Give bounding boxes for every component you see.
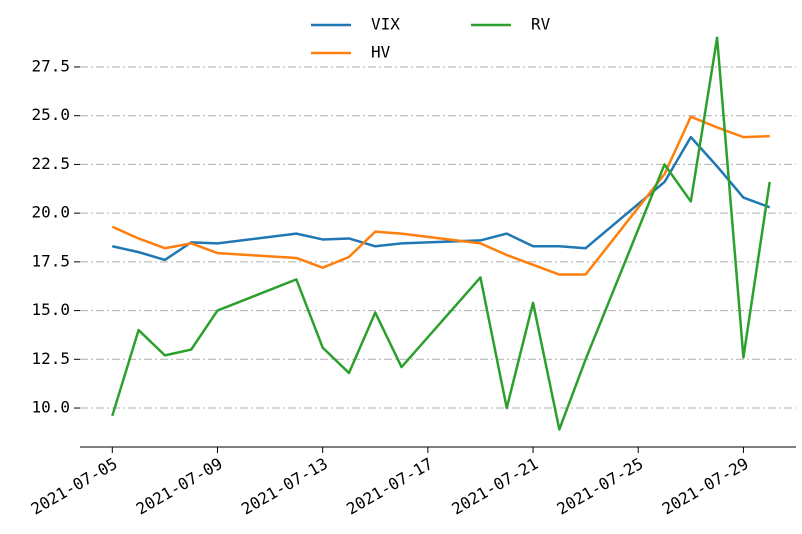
x-tick-label: 2021-07-17 — [343, 454, 436, 519]
line-series — [112, 135, 771, 262]
line-series — [111, 36, 771, 431]
y-tick-label: 10.0 — [31, 398, 70, 417]
y-tick-label: 12.5 — [31, 349, 70, 368]
legend-label: RV — [531, 15, 551, 34]
x-tick-label: 2021-07-13 — [238, 454, 331, 519]
y-tick-label: 22.5 — [31, 154, 70, 173]
x-tick-label: 2021-07-29 — [659, 454, 752, 519]
legend-label: HV — [371, 43, 391, 62]
legend-label: VIX — [371, 15, 400, 34]
y-tick-label: 17.5 — [31, 251, 70, 270]
y-tick-label: 25.0 — [31, 105, 70, 124]
y-tick-label: 20.0 — [31, 203, 70, 222]
y-tick-label: 15.0 — [31, 300, 70, 319]
x-tick-label: 2021-07-09 — [133, 454, 226, 519]
line-series — [111, 115, 770, 276]
x-tick-label: 2021-07-21 — [448, 454, 541, 519]
y-tick-label: 27.5 — [31, 56, 70, 75]
x-tick-label: 2021-07-25 — [554, 454, 647, 519]
x-tick-label: 2021-07-05 — [28, 454, 121, 519]
